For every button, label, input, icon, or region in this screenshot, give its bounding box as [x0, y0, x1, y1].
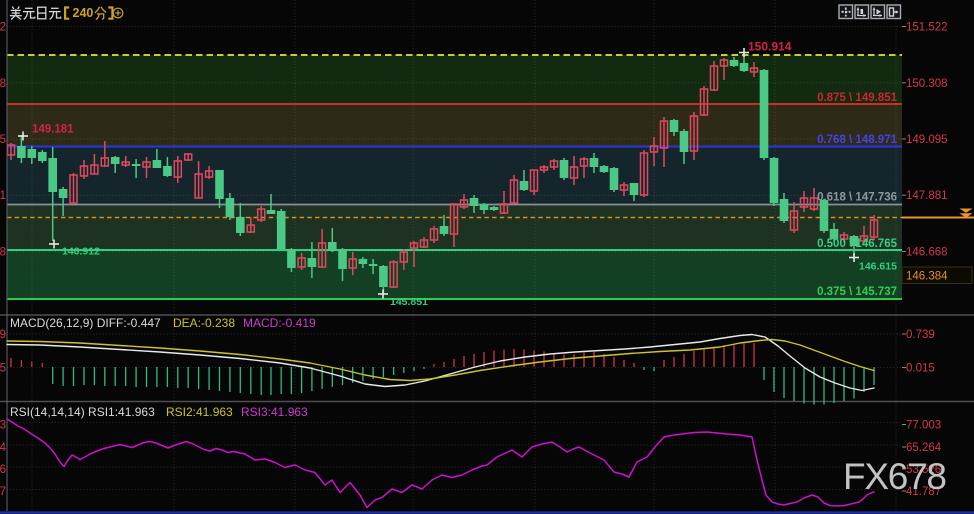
- svg-text:146.668: 146.668: [906, 247, 948, 259]
- svg-text:2: 2: [0, 22, 6, 34]
- svg-text:151.522: 151.522: [906, 22, 948, 34]
- svg-text:146.384: 146.384: [906, 271, 948, 283]
- svg-text:0.015: 0.015: [906, 363, 935, 375]
- svg-text:5: 5: [0, 363, 6, 375]
- svg-text:149.181: 149.181: [32, 124, 74, 136]
- svg-text:RSI2:41.963: RSI2:41.963: [166, 405, 233, 419]
- svg-text:1: 1: [0, 190, 6, 202]
- svg-text:9: 9: [0, 329, 6, 341]
- svg-text:5: 5: [0, 134, 6, 146]
- svg-text:8: 8: [0, 78, 6, 90]
- svg-text:0.375 \ 145.737: 0.375 \ 145.737: [817, 286, 897, 298]
- svg-text:MACD:-0.419: MACD:-0.419: [243, 316, 316, 330]
- svg-text:0.739: 0.739: [906, 329, 935, 341]
- svg-text:145.851: 145.851: [390, 296, 428, 308]
- svg-text:0.875 \ 149.851: 0.875 \ 149.851: [817, 92, 898, 104]
- svg-text:53.526: 53.526: [906, 464, 941, 476]
- svg-text:8: 8: [0, 247, 6, 259]
- svg-text:41.787: 41.787: [906, 486, 941, 498]
- svg-text:65.264: 65.264: [906, 442, 942, 454]
- svg-text:146.615: 146.615: [859, 261, 897, 273]
- svg-text:150.914: 150.914: [748, 40, 792, 54]
- svg-text:DEA:-0.238: DEA:-0.238: [173, 316, 235, 330]
- svg-text:0.618 \ 147.736: 0.618 \ 147.736: [817, 192, 897, 204]
- svg-text:MACD(26,12,9) DIFF:-0.447: MACD(26,12,9) DIFF:-0.447: [10, 316, 161, 330]
- svg-text:240: 240: [73, 6, 94, 20]
- svg-text:77.003: 77.003: [906, 420, 941, 432]
- svg-text:RSI3:41.963: RSI3:41.963: [241, 405, 308, 419]
- svg-text:149.095: 149.095: [906, 134, 948, 146]
- svg-text:6: 6: [0, 464, 6, 476]
- svg-text:150.308: 150.308: [906, 78, 948, 90]
- svg-text:FX678: FX678: [843, 456, 947, 497]
- svg-text:146.912: 146.912: [62, 246, 100, 258]
- svg-text:7: 7: [0, 486, 6, 498]
- svg-text:RSI(14,14,14) RSI1:41.963: RSI(14,14,14) RSI1:41.963: [10, 405, 155, 419]
- svg-text:0.768 \ 148.971: 0.768 \ 148.971: [817, 134, 898, 146]
- svg-text:0.500 \ 146.765: 0.500 \ 146.765: [817, 238, 898, 250]
- svg-text:3: 3: [0, 420, 6, 432]
- svg-text:147.881: 147.881: [906, 190, 948, 202]
- svg-text:4: 4: [0, 442, 7, 454]
